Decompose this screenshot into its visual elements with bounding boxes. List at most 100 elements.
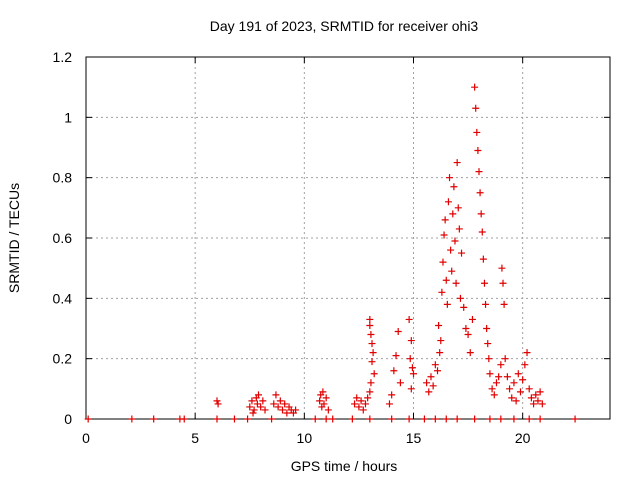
y-tick-label: 1.2 [53, 49, 73, 65]
y-tick-label: 0.2 [53, 351, 73, 367]
data-point [441, 216, 449, 224]
data-point [367, 379, 375, 387]
y-tick-label: 1 [64, 109, 72, 125]
data-point [388, 415, 396, 423]
x-tick-label: 10 [297, 430, 313, 446]
data-point [519, 376, 527, 384]
data-point [392, 352, 400, 360]
data-point [530, 400, 538, 408]
data-point [506, 385, 514, 393]
data-point [488, 385, 496, 393]
data-point [367, 331, 375, 339]
data-point [498, 264, 506, 272]
data-point [525, 385, 533, 393]
data-point [439, 258, 447, 266]
data-point [510, 415, 518, 423]
data-point [454, 204, 462, 212]
data-point [276, 397, 284, 405]
data-point [444, 198, 452, 206]
data-point [476, 189, 484, 197]
data-point [534, 397, 542, 405]
data-point [503, 373, 511, 381]
data-point [357, 397, 365, 405]
x-tick-label: 20 [515, 430, 531, 446]
data-point [512, 397, 520, 405]
data-point [366, 415, 374, 423]
x-tick-label: 15 [406, 430, 422, 446]
data-point [369, 349, 377, 357]
data-point [466, 349, 474, 357]
data-point [180, 415, 188, 423]
data-point [394, 328, 402, 336]
data-point [447, 246, 455, 254]
data-point [475, 168, 483, 176]
y-tick-label: 0.6 [53, 230, 73, 246]
data-point [495, 373, 503, 381]
data-point [429, 382, 437, 390]
data-point [486, 415, 494, 423]
data-point [500, 300, 508, 308]
data-point [485, 355, 493, 363]
data-point [521, 361, 529, 369]
data-point [213, 415, 221, 423]
data-point [351, 400, 359, 408]
data-point [84, 415, 92, 423]
data-point [244, 415, 252, 423]
data-point [407, 385, 415, 393]
data-point [320, 400, 328, 408]
data-point [482, 300, 490, 308]
data-point [261, 406, 269, 414]
data-point [434, 367, 442, 375]
data-point [443, 300, 451, 308]
data-point [474, 147, 482, 155]
data-point [453, 415, 461, 423]
data-point [359, 406, 367, 414]
data-point [451, 237, 459, 245]
data-point [471, 83, 479, 91]
data-point [150, 415, 158, 423]
data-point [292, 406, 300, 414]
data-point [322, 394, 330, 402]
data-point [455, 225, 463, 233]
data-point [532, 391, 540, 399]
data-point [462, 325, 470, 332]
data-point [523, 349, 531, 357]
data-point [490, 391, 498, 399]
data-point [408, 364, 416, 372]
data-point [448, 267, 456, 275]
data-point [480, 279, 488, 287]
data-point [458, 249, 466, 257]
data-point [396, 379, 404, 387]
data-point [538, 400, 546, 408]
data-point [499, 279, 507, 287]
data-point [478, 228, 486, 236]
data-point [405, 415, 413, 423]
data-point [353, 394, 361, 402]
data-point [431, 361, 439, 369]
data-point [525, 415, 533, 423]
data-point [249, 409, 257, 417]
data-point [420, 415, 428, 423]
data-point [213, 397, 221, 405]
data-point [442, 276, 450, 284]
data-point [270, 400, 278, 408]
data-point [364, 394, 372, 402]
data-point [128, 415, 136, 423]
data-point [508, 394, 516, 402]
data-point [322, 415, 330, 423]
data-points [84, 83, 579, 423]
data-point [366, 388, 374, 396]
data-point [283, 409, 291, 417]
axis-ticks: 0 5 10 15 20 0 0.2 0.4 0.6 0.8 1 1.2 [53, 49, 610, 446]
data-point [370, 370, 378, 378]
data-point [272, 391, 280, 399]
x-tick-label: 0 [82, 430, 90, 446]
data-point [410, 370, 417, 378]
data-point [348, 415, 356, 423]
grid-lines [86, 57, 610, 419]
y-tick-label: 0 [64, 411, 72, 427]
data-point [497, 415, 505, 423]
data-point [329, 415, 337, 423]
data-point [259, 397, 267, 405]
